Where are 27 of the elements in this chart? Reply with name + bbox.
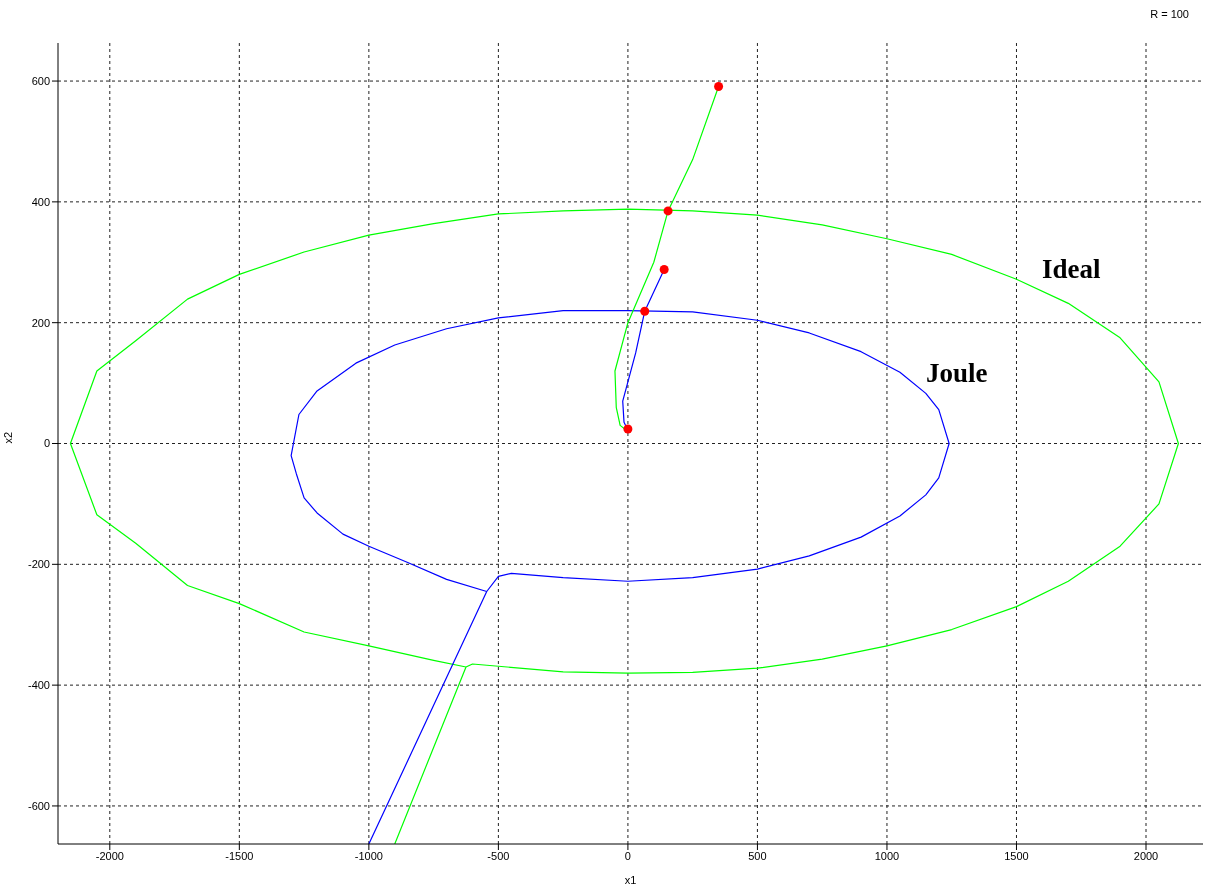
x-tick-label: 0 [624,849,631,862]
annotation: Ideal [1042,254,1101,285]
x-tick-label: -1000 [354,849,383,862]
y-tick-label: 0 [43,437,50,450]
x-tick-label: -500 [487,849,510,862]
line-series [69,208,1179,844]
x-tick-label: 1500 [1004,849,1029,862]
x-tick-label: 500 [748,849,767,862]
point [714,81,724,91]
y-tick-label: 600 [31,74,50,87]
y-tick-label: 200 [31,316,50,329]
y-axis-title: x2 [1,431,14,444]
x-axis-title: x1 [624,874,637,886]
point [640,306,650,316]
point [663,206,673,216]
y-tick-label: 400 [31,195,50,208]
y-tick-label: -400 [27,679,50,692]
point [659,265,669,275]
x-tick-label: 1000 [874,849,900,862]
y-tick-label: -200 [27,558,50,571]
x-tick-label: -1500 [225,849,254,862]
y-tick-label: -600 [27,799,50,812]
x-tick-label: 2000 [1133,849,1159,862]
annotation: Joule [926,358,988,389]
text: R = 100 [1150,8,1189,20]
x-tick-label: -2000 [95,849,124,862]
point [623,424,633,434]
